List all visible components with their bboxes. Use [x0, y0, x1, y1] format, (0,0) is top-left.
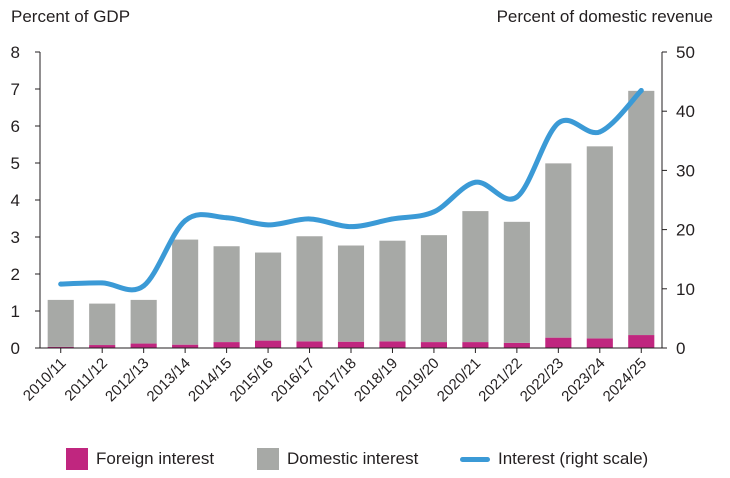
bar-domestic-interest-2013/14	[172, 239, 199, 345]
point-interest-2016/17	[307, 216, 312, 222]
bar-domestic-interest-2020/21	[462, 211, 489, 343]
x-tick-label-2013/14: 2013/14	[144, 355, 194, 405]
left-tick-label-8: 8	[11, 43, 20, 62]
x-tick-label-2015/16: 2015/16	[227, 355, 277, 405]
x-tick-label-2014/15: 2014/15	[185, 355, 235, 405]
legend-label-foreign-interest: Foreign interest	[96, 449, 215, 468]
foreign-interest-swatch	[66, 448, 88, 470]
legend-item-interest-right-scale: Interest (right scale)	[460, 446, 648, 472]
left-tick-label-2: 2	[11, 265, 20, 284]
legend-label-interest-right-scale: Interest (right scale)	[498, 449, 649, 468]
bar-foreign-interest-2022/23	[545, 337, 572, 348]
bar-foreign-interest-2017/18	[337, 341, 365, 348]
right-tick-label-10: 10	[676, 280, 695, 299]
point-interest-2010/11	[58, 281, 64, 287]
bar-foreign-interest-2018/19	[379, 341, 406, 348]
line-layer	[58, 87, 644, 293]
bar-foreign-interest-2010/11	[47, 346, 74, 348]
x-tick-label-2021/22: 2021/22	[475, 355, 525, 405]
right-tick-label-40: 40	[676, 102, 695, 121]
x-tick-label-2018/19: 2018/19	[351, 355, 401, 405]
bar-domestic-interest-2023/24	[586, 146, 613, 339]
right-tick-label-50: 50	[676, 43, 695, 62]
bar-domestic-interest-2018/19	[379, 240, 406, 342]
bar-domestic-interest-2011/12	[89, 303, 116, 346]
x-tick-label-2017/18: 2017/18	[309, 355, 359, 405]
left-tick-label-3: 3	[11, 228, 20, 247]
bar-foreign-interest-2016/17	[296, 341, 323, 348]
bars-layer	[47, 90, 655, 348]
point-interest-2013/14	[182, 218, 188, 224]
legend-item-domestic-interest: Domestic interest	[257, 446, 418, 472]
left-axis-title: Percent of GDP	[11, 7, 131, 26]
point-interest-2018/19	[390, 216, 395, 222]
bar-domestic-interest-2022/23	[545, 163, 572, 338]
left-tick-label-1: 1	[11, 302, 20, 321]
left-tick-label-5: 5	[11, 154, 20, 173]
point-interest-2020/21	[473, 179, 478, 185]
right-tick-label-30: 30	[676, 161, 695, 180]
x-tick-label-2016/17: 2016/17	[268, 355, 318, 405]
bar-foreign-interest-2021/22	[503, 342, 530, 348]
x-tick-label-2023/24: 2023/24	[558, 355, 608, 405]
legend-item-foreign-interest: Foreign interest	[66, 446, 214, 472]
bar-foreign-interest-2020/21	[462, 342, 489, 348]
point-interest-2024/25	[638, 88, 644, 93]
x-tick-label-2024/25: 2024/25	[600, 355, 650, 405]
bar-foreign-interest-2013/14	[172, 344, 199, 348]
bar-foreign-interest-2012/13	[130, 343, 157, 348]
right-axis-title: Percent of domestic revenue	[496, 7, 713, 26]
bar-domestic-interest-2010/11	[47, 299, 74, 347]
bar-foreign-interest-2015/16	[255, 340, 282, 348]
bar-domestic-interest-2021/22	[503, 221, 530, 343]
x-tick-label-2012/13: 2012/13	[102, 355, 152, 405]
left-tick-label-7: 7	[11, 80, 20, 99]
x-tick-label-2020/21: 2020/21	[434, 355, 484, 405]
domestic-interest-swatch	[257, 448, 279, 470]
bar-foreign-interest-2024/25	[628, 335, 655, 348]
point-interest-2022/23	[555, 120, 561, 126]
point-interest-2021/22	[514, 194, 520, 200]
point-interest-2017/18	[348, 224, 354, 230]
bar-domestic-interest-2016/17	[296, 236, 323, 342]
x-tick-label-2019/20: 2019/20	[392, 355, 442, 405]
bar-foreign-interest-2019/20	[420, 342, 447, 348]
point-interest-2011/12	[99, 280, 105, 286]
bar-domestic-interest-2019/20	[420, 235, 447, 343]
right-tick-label-0: 0	[676, 339, 685, 358]
bar-domestic-interest-2015/16	[255, 252, 282, 341]
bar-domestic-interest-2024/25	[628, 90, 655, 336]
interest-line-swatch	[460, 456, 490, 462]
bar-foreign-interest-2011/12	[89, 345, 116, 348]
left-tick-label-6: 6	[11, 117, 20, 136]
left-tick-label-0: 0	[11, 339, 20, 358]
point-interest-2014/15	[224, 215, 230, 221]
legend-label-domestic-interest: Domestic interest	[287, 449, 419, 468]
x-tick-label-2022/23: 2022/23	[517, 355, 567, 405]
chart-canvas: 0 1 2 3 4 5 6 7 8 0 10 20 30 40 50 2010/112011/122012/1…	[11, 43, 695, 405]
bar-domestic-interest-2014/15	[213, 246, 240, 343]
bar-domestic-interest-2017/18	[337, 245, 365, 342]
x-tick-label-2010/11: 2010/11	[20, 355, 70, 405]
point-interest-2019/20	[431, 209, 437, 215]
left-tick-label-4: 4	[11, 191, 20, 210]
bar-domestic-interest-2012/13	[130, 299, 157, 344]
point-interest-2015/16	[265, 222, 271, 228]
x-tick-label-2011/12: 2011/12	[61, 355, 111, 405]
point-interest-2023/24	[597, 129, 603, 135]
legend: Foreign interest Domestic interest Inter…	[0, 446, 730, 472]
point-interest-2012/13	[141, 283, 147, 289]
bar-foreign-interest-2023/24	[586, 338, 613, 348]
right-tick-label-20: 20	[676, 221, 695, 240]
bar-foreign-interest-2014/15	[213, 342, 240, 348]
